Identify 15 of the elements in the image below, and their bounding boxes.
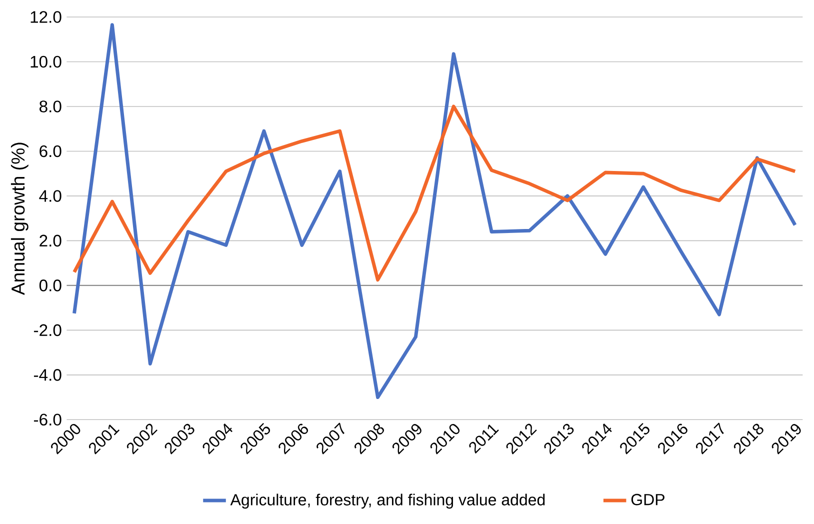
y-tick-label: 2.0 bbox=[40, 234, 62, 247]
line-series bbox=[72, 23, 797, 400]
legend-label: Agriculture, forestry, and fishing value added bbox=[230, 494, 545, 509]
y-tick-label: 0.0 bbox=[39, 280, 62, 292]
y-tick-label: 12.0 bbox=[30, 11, 62, 23]
y-tick-label: 8.0 bbox=[40, 100, 62, 112]
y-tick-label: -4.0 bbox=[34, 369, 62, 381]
y-tick-label: -6.0 bbox=[34, 414, 62, 426]
y-tick-label: 6.0 bbox=[40, 145, 62, 158]
y-axis-title: Annual growth (%) bbox=[10, 142, 28, 296]
line-series bbox=[72, 104, 797, 282]
y-tick-label: 10.0 bbox=[30, 56, 62, 68]
legend-label: GDP bbox=[631, 494, 664, 506]
y-tick-label: -2.0 bbox=[34, 324, 62, 336]
y-tick-label: 4.0 bbox=[39, 190, 62, 202]
